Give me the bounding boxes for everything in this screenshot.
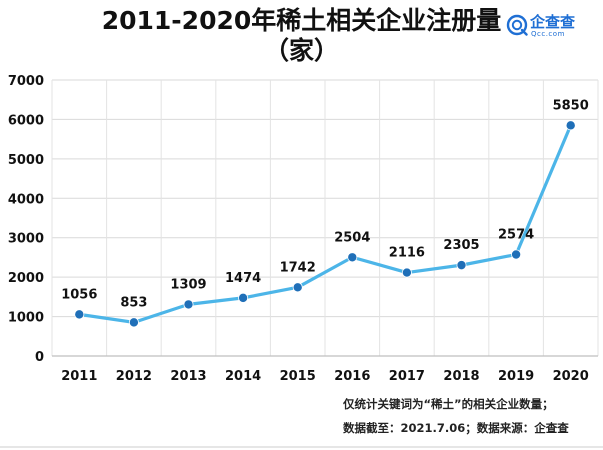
data-label-2011: 1056 <box>61 287 97 302</box>
x-tick-label-2011: 2011 <box>61 369 97 384</box>
x-tick-label-2018: 2018 <box>443 369 479 384</box>
logo-name: 企查查 <box>530 13 576 31</box>
y-tick-label-1000: 1000 <box>8 311 44 326</box>
data-label-2012: 853 <box>120 295 147 310</box>
y-tick-label-4000: 4000 <box>8 192 44 207</box>
footnote-source: 数据截至：2021.7.06；数据来源：企查查 <box>343 421 569 435</box>
x-tick-label-2017: 2017 <box>389 369 425 384</box>
series-line-0 <box>77 123 573 324</box>
data-point-2017 <box>401 267 412 278</box>
data-point-2018 <box>456 260 467 271</box>
x-tick-label-2012: 2012 <box>116 369 152 384</box>
x-tick-label-2020: 2020 <box>553 369 589 384</box>
y-tick-label-3000: 3000 <box>8 232 44 247</box>
data-label-2018: 2305 <box>443 238 479 253</box>
data-point-2016 <box>347 252 358 263</box>
chart-title-line1: 2011-2020年稀土相关企业注册量 <box>101 6 502 35</box>
data-label-2020: 5850 <box>553 98 589 113</box>
data-label-2017: 2116 <box>389 246 425 261</box>
y-tick-label-6000: 6000 <box>8 113 44 128</box>
y-tick-label-2000: 2000 <box>8 271 44 286</box>
logo-domain: Qcc.com <box>531 30 565 38</box>
y-tick-label-0: 0 <box>35 350 44 365</box>
data-label-2016: 2504 <box>334 230 370 245</box>
data-point-2011 <box>74 309 85 320</box>
data-point-2020 <box>565 120 576 131</box>
x-tick-label-2014: 2014 <box>225 369 261 384</box>
bottom-divider <box>0 446 603 448</box>
data-point-2014 <box>238 292 249 303</box>
x-tick-label-2015: 2015 <box>280 369 316 384</box>
data-point-2013 <box>183 299 194 310</box>
chart-title: 2011-2020年稀土相关企业注册量 （家） <box>0 6 603 66</box>
data-label-2014: 1474 <box>225 271 261 286</box>
x-tick-label-2019: 2019 <box>498 369 534 384</box>
chart-title-line2: （家） <box>263 36 339 65</box>
y-tick-label-5000: 5000 <box>8 153 44 168</box>
qcc-logo: 企查查 Qcc.com <box>506 9 596 45</box>
footnote-scope: 仅统计关键词为“稀土”的相关企业数量； <box>343 397 554 411</box>
data-label-2013: 1309 <box>170 277 206 292</box>
x-tick-label-2013: 2013 <box>170 369 206 384</box>
data-label-2015: 1742 <box>280 260 316 275</box>
data-point-2019 <box>511 249 522 260</box>
data-point-2012 <box>128 317 139 328</box>
data-label-2019: 2574 <box>498 228 534 243</box>
qcc-logo-icon <box>506 14 528 36</box>
data-point-2015 <box>292 282 303 293</box>
y-tick-label-7000: 7000 <box>8 74 44 89</box>
x-tick-label-2016: 2016 <box>334 369 370 384</box>
